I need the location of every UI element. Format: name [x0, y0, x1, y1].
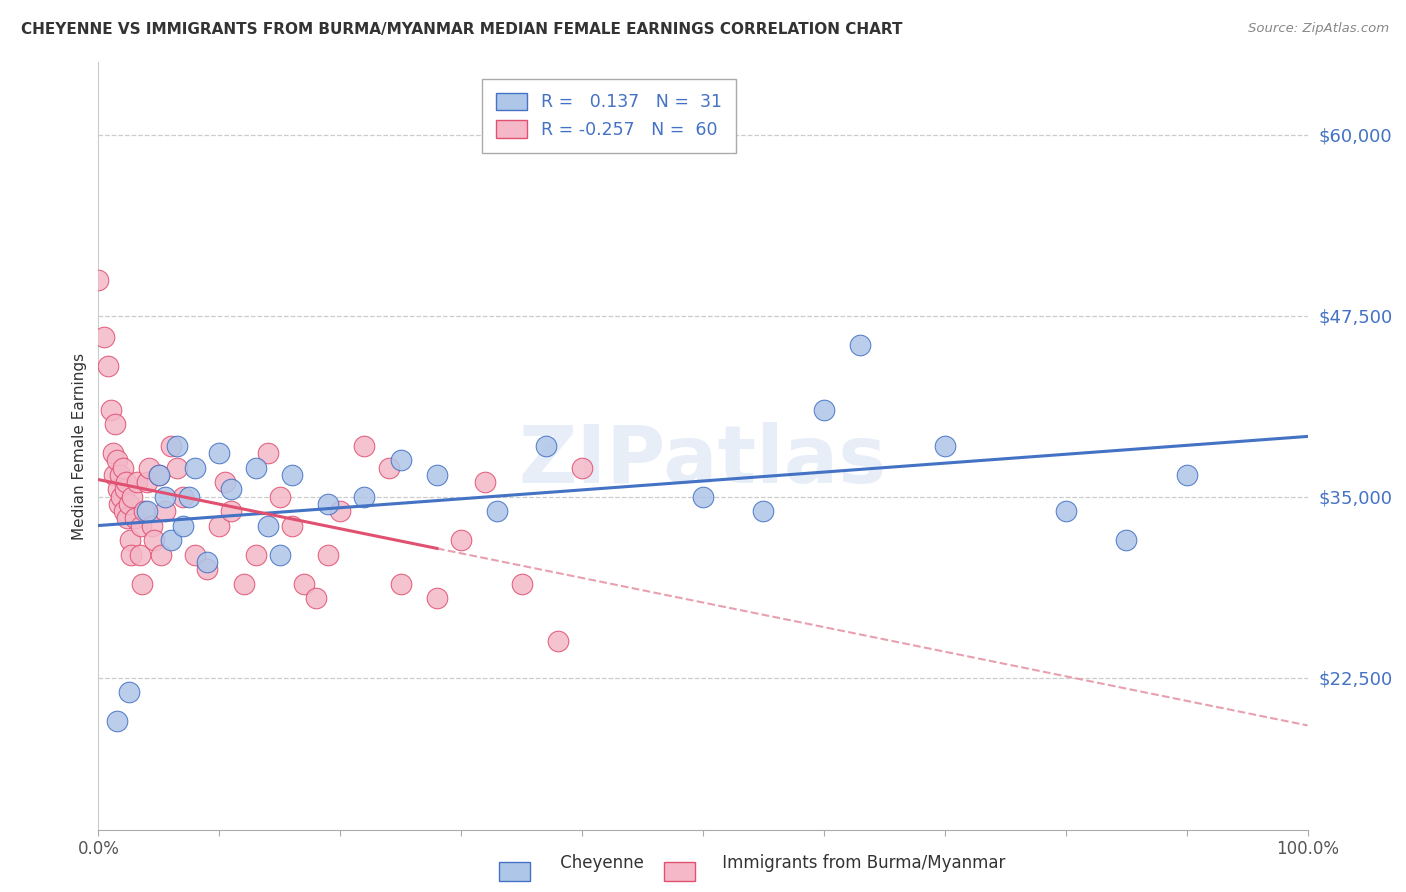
Point	[166, 439, 188, 453]
Point	[534, 439, 557, 453]
Point	[112, 504, 135, 518]
Point	[127, 475, 149, 490]
Point	[118, 685, 141, 699]
Point	[1175, 467, 1198, 482]
Point	[184, 548, 207, 562]
Point	[87, 272, 110, 286]
Point	[692, 490, 714, 504]
Point	[269, 548, 291, 562]
Point	[426, 591, 449, 605]
Point	[486, 504, 509, 518]
Point	[114, 483, 136, 497]
Point	[426, 467, 449, 482]
Point	[281, 518, 304, 533]
Point	[105, 453, 128, 467]
Point	[377, 460, 399, 475]
Point	[208, 518, 231, 533]
Point	[849, 337, 872, 351]
Point	[256, 446, 278, 460]
Point	[131, 576, 153, 591]
Point	[547, 634, 569, 648]
Point	[128, 548, 150, 562]
Point	[195, 555, 218, 569]
Point	[153, 490, 176, 504]
Point	[104, 417, 127, 432]
Point	[353, 490, 375, 504]
Point	[184, 460, 207, 475]
Point	[121, 490, 143, 504]
Point	[124, 511, 146, 525]
Point	[934, 439, 956, 453]
Point	[110, 490, 132, 504]
Point	[107, 483, 129, 497]
Point	[510, 576, 533, 591]
Point	[316, 548, 339, 562]
Point	[103, 467, 125, 482]
Point	[221, 504, 243, 518]
Point	[179, 490, 201, 504]
Point	[1054, 504, 1077, 518]
Point	[172, 490, 194, 504]
Text: Source: ZipAtlas.com: Source: ZipAtlas.com	[1249, 22, 1389, 36]
Point	[292, 576, 315, 591]
Point	[813, 402, 835, 417]
Point	[97, 359, 120, 374]
Point	[93, 330, 115, 344]
Point	[245, 548, 267, 562]
Point	[195, 562, 218, 576]
Point	[135, 504, 157, 518]
Point	[101, 446, 124, 460]
Point	[232, 576, 254, 591]
Text: Immigrants from Burma/Myanmar: Immigrants from Burma/Myanmar	[696, 855, 1005, 872]
Point	[389, 453, 412, 467]
Point	[120, 548, 142, 562]
Point	[108, 467, 131, 482]
Point	[111, 460, 134, 475]
Point	[108, 497, 131, 511]
Point	[752, 504, 775, 518]
Point	[329, 504, 352, 518]
Point	[305, 591, 328, 605]
Point	[269, 490, 291, 504]
Point	[105, 714, 128, 728]
Point	[281, 467, 304, 482]
Point	[256, 518, 278, 533]
Point	[138, 460, 160, 475]
Point	[143, 533, 166, 547]
Point	[134, 504, 156, 518]
Point	[117, 511, 139, 525]
Point	[148, 467, 170, 482]
Legend: R =   0.137   N =  31, R = -0.257   N =  60: R = 0.137 N = 31, R = -0.257 N = 60	[482, 78, 735, 153]
Point	[115, 475, 138, 490]
Point	[245, 460, 267, 475]
Point	[135, 475, 157, 490]
Point	[153, 504, 176, 518]
Point	[389, 576, 412, 591]
Text: CHEYENNE VS IMMIGRANTS FROM BURMA/MYANMAR MEDIAN FEMALE EARNINGS CORRELATION CHA: CHEYENNE VS IMMIGRANTS FROM BURMA/MYANMA…	[21, 22, 903, 37]
Point	[118, 533, 141, 547]
Text: ZIPatlas: ZIPatlas	[519, 422, 887, 500]
Point	[150, 548, 173, 562]
Point	[100, 402, 122, 417]
Point	[160, 533, 183, 547]
Point	[571, 460, 593, 475]
Point	[148, 467, 170, 482]
Text: Cheyenne: Cheyenne	[534, 855, 644, 872]
Point	[450, 533, 472, 547]
Point	[474, 475, 496, 490]
Y-axis label: Median Female Earnings: Median Female Earnings	[72, 352, 87, 540]
Point	[160, 439, 183, 453]
Point	[1115, 533, 1137, 547]
Point	[221, 483, 243, 497]
Point	[129, 518, 152, 533]
Point	[172, 518, 194, 533]
Point	[208, 446, 231, 460]
Point	[166, 460, 188, 475]
Point	[118, 497, 141, 511]
Point	[214, 475, 236, 490]
Point	[316, 497, 339, 511]
Point	[353, 439, 375, 453]
Point	[141, 518, 163, 533]
